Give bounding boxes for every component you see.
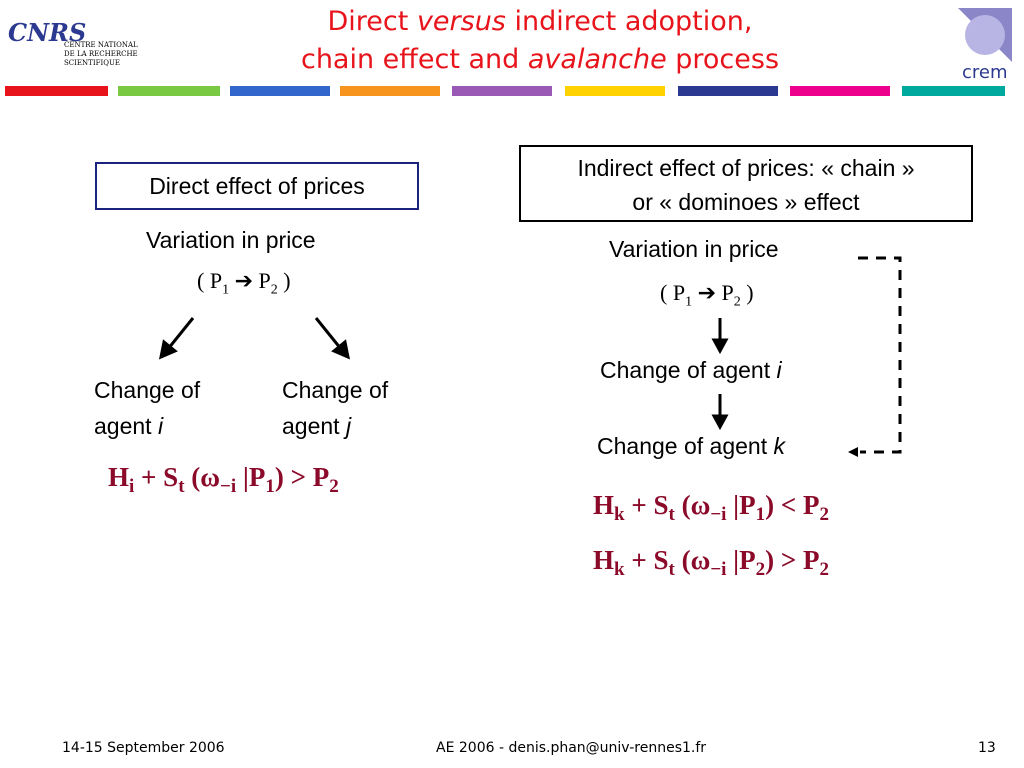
text: ) > P [274,462,330,492]
text: i [157,413,164,439]
formula: Hk + St (ω−i |P2) > P2 [593,545,829,581]
text: k [773,433,785,459]
subscript: −i [220,476,237,497]
text: |P [236,462,266,492]
text: Direct [327,6,417,37]
subscript: t [668,504,675,525]
title: chain effect and avalanche process [190,44,890,75]
text: Change of agent [600,357,777,383]
text: |P [726,545,756,575]
text: (ω [674,490,711,520]
text: Change of [94,377,201,403]
change: Change of agent i [600,357,782,384]
text: ➔ P [692,280,734,305]
title: Direct versus indirect adoption, [190,6,890,37]
subscript: 2 [819,559,830,580]
text: CENTRE NATIONAL [64,41,138,49]
subscript: k [614,504,625,525]
subscript: 2 [329,476,339,497]
text: |P [726,490,756,520]
text: ➔ P [229,268,271,293]
subscript: 1 [222,282,230,298]
cnrs-mark: CNRS [8,18,87,47]
text: Change of [282,377,389,403]
text: Indirect effect of prices: « chain » [577,155,915,181]
crem-text: crem [962,62,1008,83]
subscript: −i [710,504,727,525]
subscript: 1 [265,476,275,497]
text: j [345,413,352,439]
text: i [776,357,782,383]
subscript: 1 [755,504,766,525]
text: ( P [197,268,223,293]
page-number: 13 [978,740,996,756]
text: process [666,44,780,75]
text: Change of agent [597,433,774,459]
subscript: t [178,476,185,497]
text: H [593,490,615,520]
cnrs-text: CENTRE NATIONAL DE LA RECHERCHE SCIENTIFIQ… [64,32,138,68]
color-bar [5,86,1005,96]
variation: Variation in price [609,236,779,262]
footer-center: AE 2006 - denis.phan@univ-rennes1.fr [436,740,707,756]
variation: Variation in price [146,227,316,253]
text: or « dominoes » effect [632,189,860,215]
text: DE LA RECHERCHE [64,50,138,58]
subscript: 2 [270,282,278,298]
footer-date: 14-15 September 2006 [62,740,225,756]
text: ) [277,268,291,293]
text: ) [740,280,754,305]
text: + S [624,545,669,575]
text: avalanche [527,44,667,75]
text: H [593,545,615,575]
text: agent [282,413,346,439]
change: Change of agent j [282,372,388,444]
subscript: 2 [733,294,741,310]
text: (ω [184,462,221,492]
text: versus [416,6,506,37]
subscript: 2 [755,559,766,580]
subscript: 2 [819,504,830,525]
subscript: i [129,476,135,497]
text: (ω [674,545,711,575]
subscript: t [668,559,675,580]
text: + S [134,462,179,492]
right-box: Indirect effect of prices: « chain » or «… [519,145,973,222]
subscript: 1 [685,294,693,310]
text: + S [624,490,669,520]
left-box: Direct effect of prices [95,162,419,210]
change: Change of agent i [94,372,200,444]
formula: Hi + St (ω−i |P1) > P2 [108,462,339,498]
arrows [158,256,902,457]
text: ) < P [765,490,820,520]
price: ( P1 ➔ P2 ) [197,268,291,298]
text: H [108,462,130,492]
text: agent [94,413,158,439]
text: ( P [660,280,686,305]
text: ) > P [765,545,820,575]
subscript: −i [710,559,727,580]
text: indirect adoption, [505,6,753,37]
crem-logo-circle [965,15,1005,55]
change: Change of agent k [597,433,785,460]
text: SCIENTIFIQUE [64,59,120,67]
formula: Hk + St (ω−i |P1) < P2 [593,490,829,526]
text: chain effect and [300,44,528,75]
price: ( P1 ➔ P2 ) [660,280,754,310]
subscript: k [614,559,625,580]
